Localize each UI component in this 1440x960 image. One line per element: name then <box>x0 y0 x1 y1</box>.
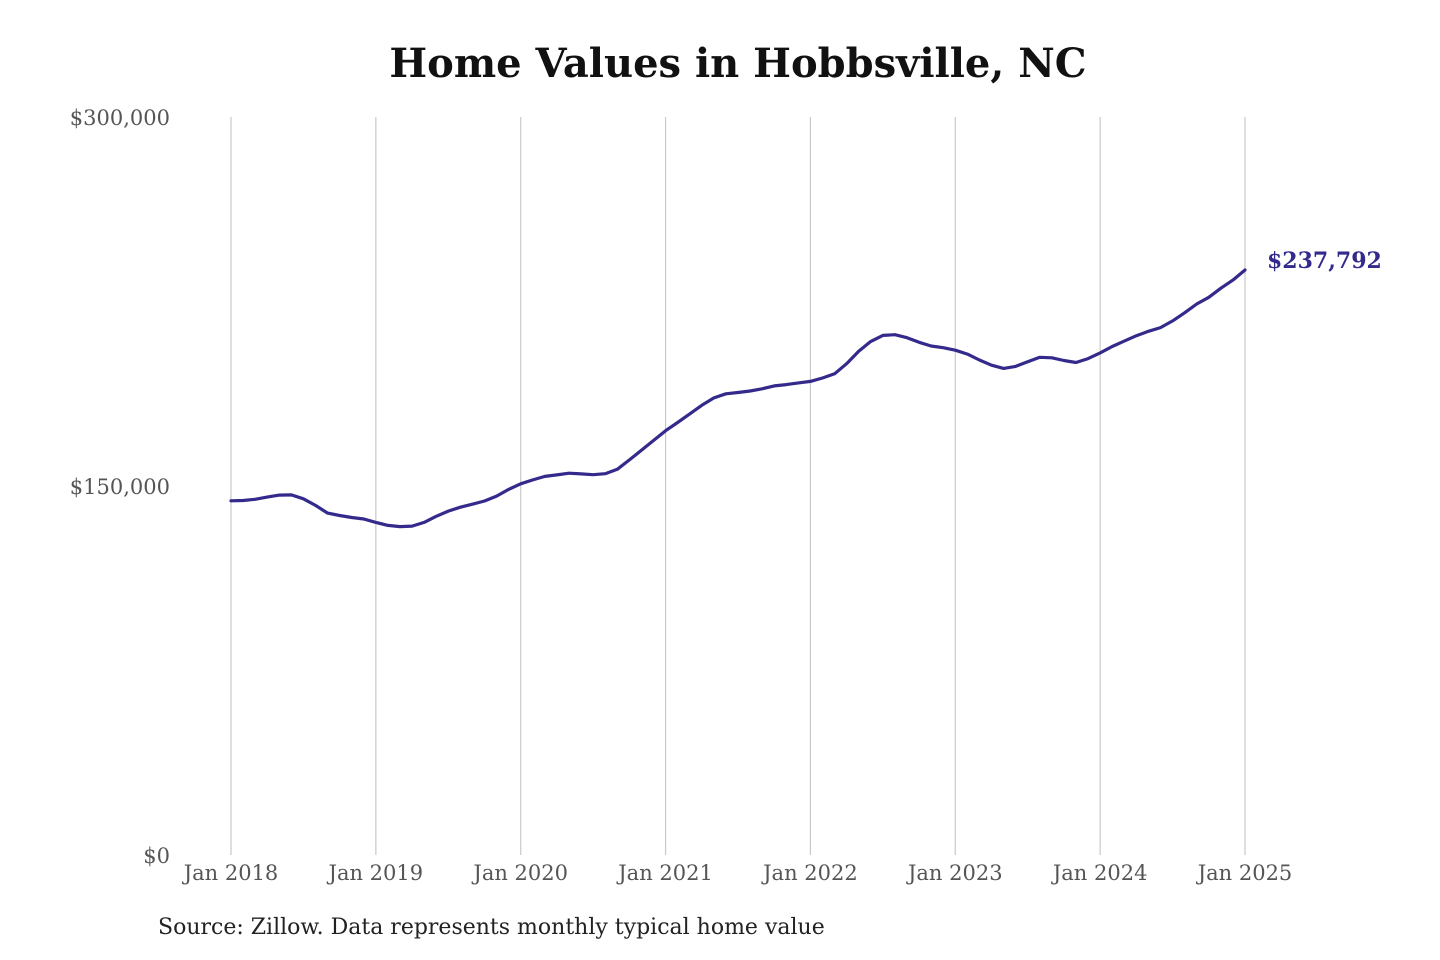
x-tick-label: Jan 2025 <box>1196 861 1293 885</box>
x-tick-label: Jan 2022 <box>761 861 858 885</box>
gridlines <box>230 117 1246 855</box>
y-tick-label: $150,000 <box>70 475 170 499</box>
x-tick-label: Jan 2021 <box>616 861 713 885</box>
chart-title: Home Values in Hobbsville, NC <box>389 40 1087 87</box>
y-tick-label: $300,000 <box>70 106 170 130</box>
end-value-label: $237,792 <box>1267 248 1382 274</box>
x-tick-label: Jan 2019 <box>327 861 424 885</box>
x-tick-label: Jan 2023 <box>906 861 1003 885</box>
series-layer: $237,792 <box>229 248 1382 529</box>
x-tick-label: Jan 2018 <box>182 861 279 885</box>
series-line <box>229 268 1247 529</box>
y-tick-label: $0 <box>143 844 170 868</box>
x-tick-label: Jan 2020 <box>471 861 568 885</box>
y-axis-labels: $300,000 $150,000 $0 <box>70 106 170 868</box>
x-axis-labels: Jan 2018 Jan 2019 Jan 2020 Jan 2021 Jan 2022… <box>182 861 1293 885</box>
x-tick-label: Jan 2024 <box>1051 861 1148 885</box>
source-note: Source: Zillow. Data represents monthly … <box>158 915 825 940</box>
